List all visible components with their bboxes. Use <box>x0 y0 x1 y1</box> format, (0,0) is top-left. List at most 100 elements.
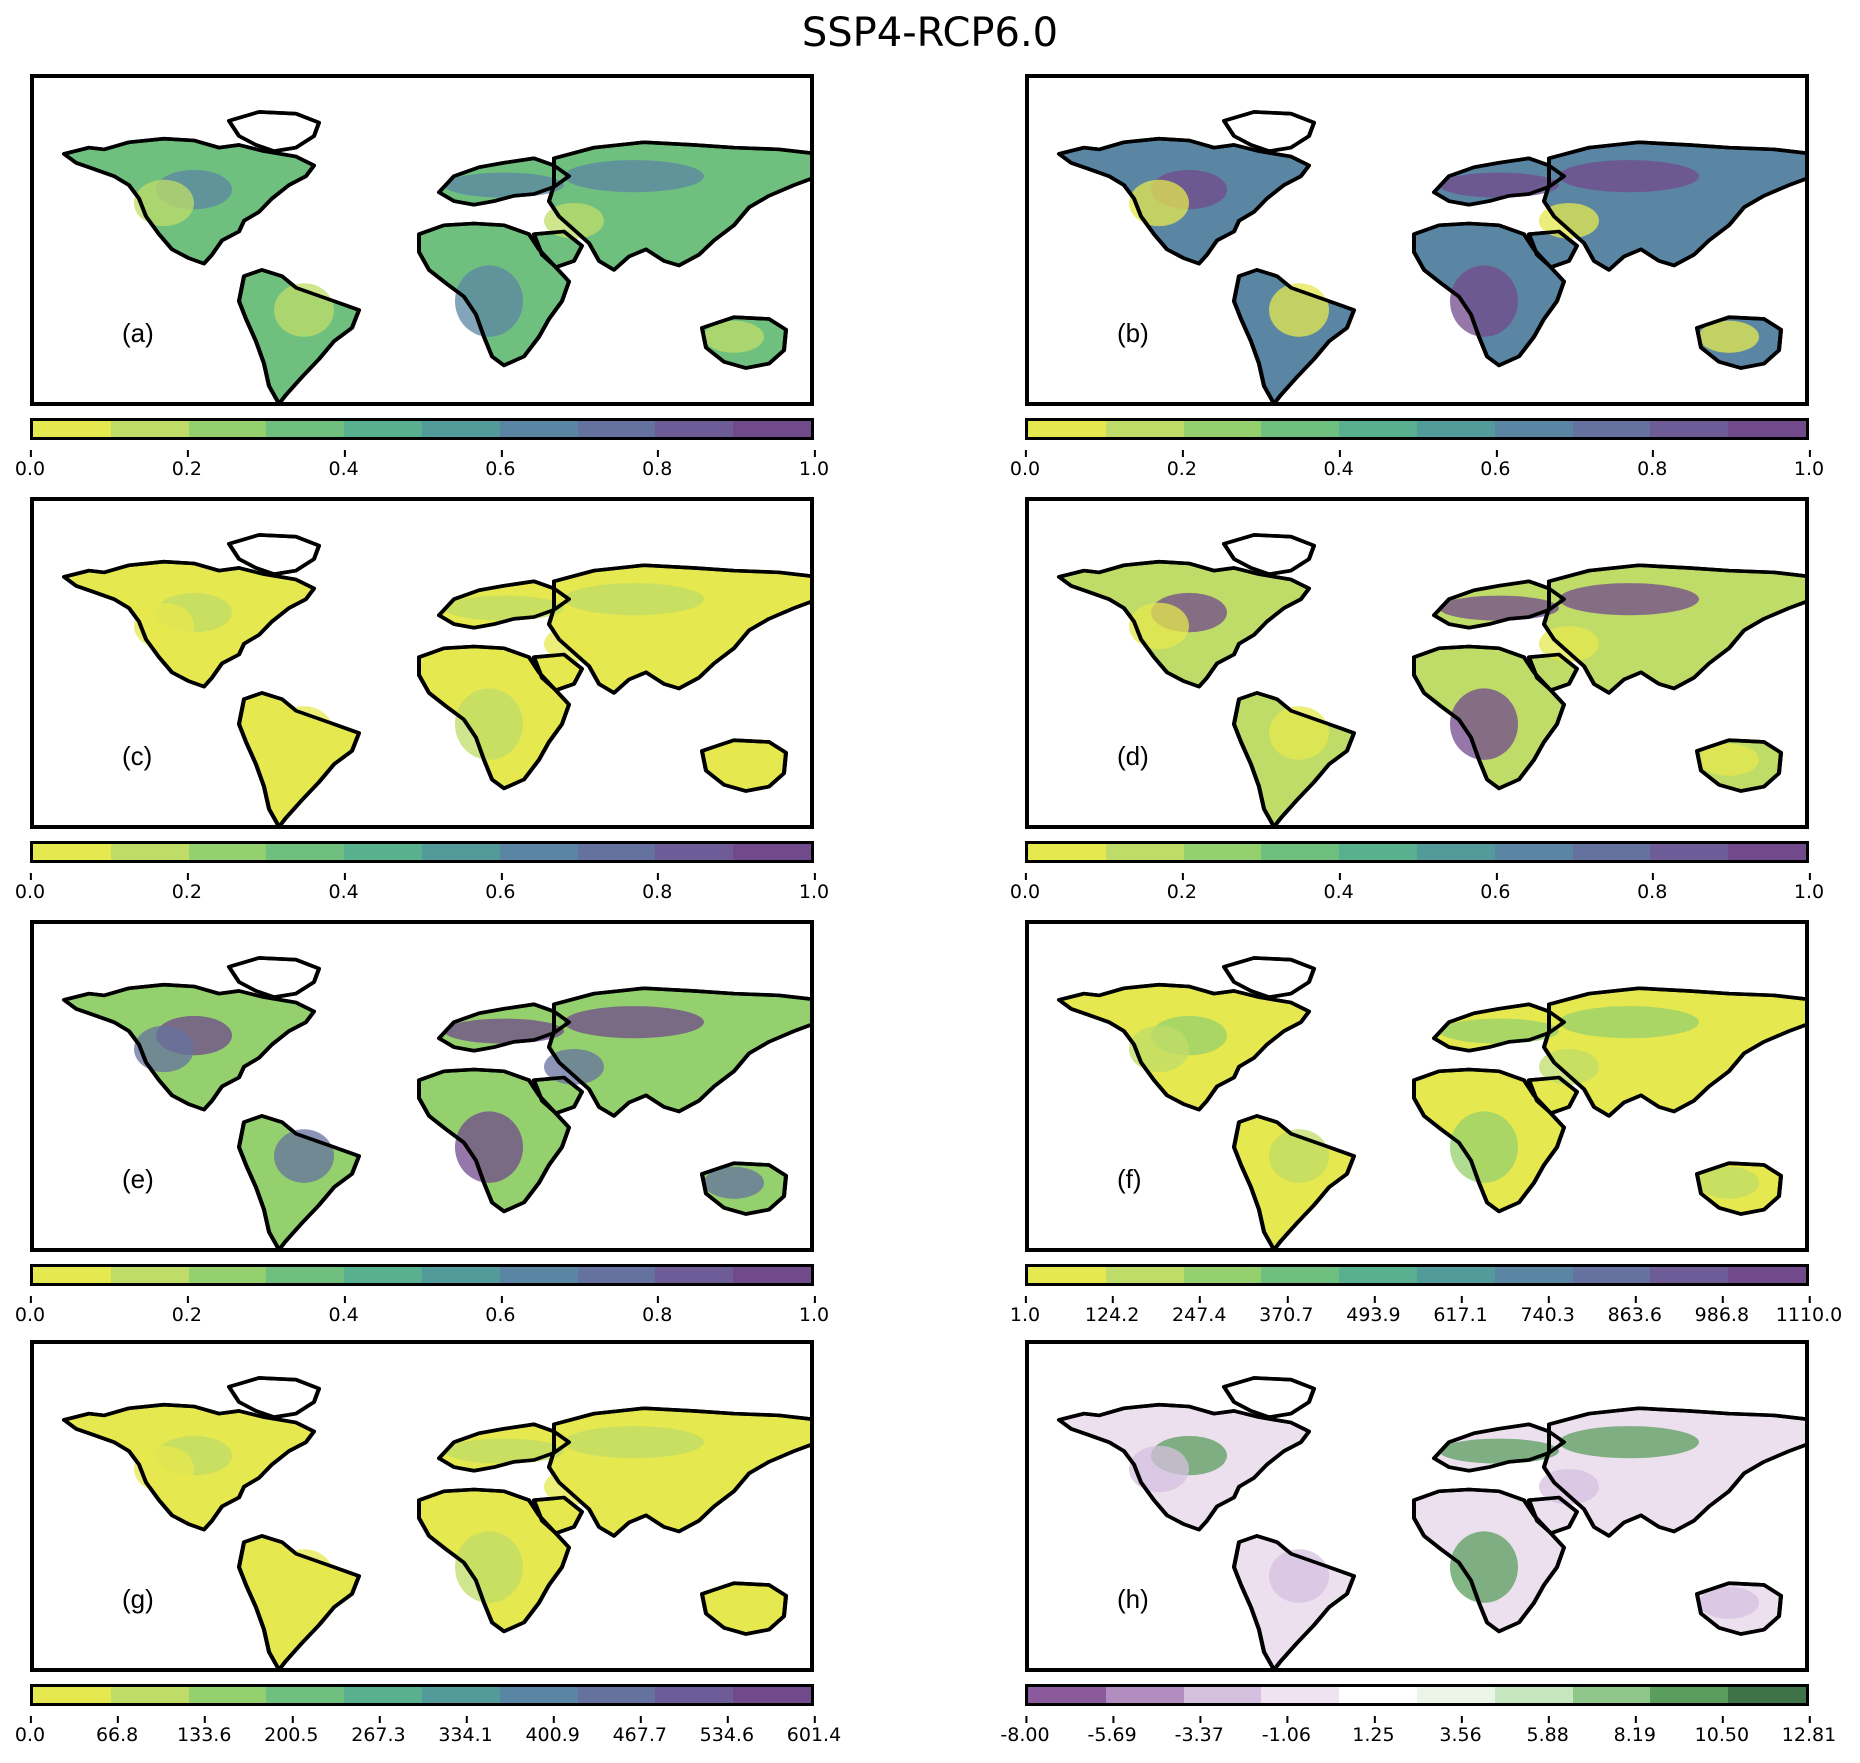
colorbar-segment <box>188 844 267 860</box>
colorbar-segment <box>110 844 189 860</box>
colorbar-segment <box>344 421 422 437</box>
data-patch <box>544 625 604 662</box>
data-patch <box>1129 602 1189 650</box>
data-patch <box>1439 595 1559 621</box>
tick-label: 400.9 <box>525 1716 580 1746</box>
colorbar-segment <box>1650 844 1729 860</box>
coastline-asia <box>547 986 810 1118</box>
data-patch <box>1450 688 1518 760</box>
coastline-greenland <box>227 533 321 576</box>
coastline-africa <box>417 1067 571 1214</box>
coastline-europe <box>1432 156 1566 207</box>
tick-label: -3.37 <box>1174 1716 1224 1746</box>
colorbar-segment <box>344 1267 422 1283</box>
tick-label: 493.9 <box>1346 1296 1401 1326</box>
colorbar-segment <box>344 1687 422 1703</box>
tick-label: 0.4 <box>1323 873 1354 903</box>
panel-label: (b) <box>1117 318 1149 348</box>
colorbar-segment <box>1728 844 1806 860</box>
data-patch <box>1559 1426 1699 1459</box>
coastline-europe <box>437 156 571 207</box>
coastline-northAmerica <box>62 982 316 1112</box>
colorbar-segment <box>1572 421 1651 437</box>
data-patch <box>1559 160 1699 193</box>
colorbar-a <box>30 418 814 440</box>
colorbar-segment <box>188 1687 267 1703</box>
coastline-australia <box>1695 315 1783 370</box>
tick-label: 0.8 <box>642 1296 673 1326</box>
tick-label: 1.0 <box>1793 873 1825 903</box>
coastline-australia <box>700 738 788 793</box>
coastline-asia <box>547 563 810 695</box>
tick-label: 267.3 <box>351 1716 406 1746</box>
tick-label: 10.50 <box>1694 1716 1750 1746</box>
data-patch <box>564 583 704 616</box>
data-patch <box>544 202 604 239</box>
coastline-northAmerica <box>1057 559 1311 689</box>
tick-label: 0.4 <box>328 450 359 480</box>
colorbar-segment <box>655 1687 734 1703</box>
coastline-arabia <box>532 229 584 269</box>
map-panel-a: (a) <box>30 74 814 406</box>
data-patch <box>1439 1438 1559 1464</box>
panel-label: (c) <box>122 741 153 771</box>
map-panel-g: (g) <box>30 1340 814 1672</box>
coastline-southAmerica <box>1232 1114 1356 1248</box>
coastline-asia <box>547 1406 810 1538</box>
coastline-northAmerica <box>1057 136 1311 266</box>
coastline-africa <box>417 1487 571 1634</box>
colorbar-segment <box>1572 844 1651 860</box>
panel-label: (d) <box>1117 741 1149 771</box>
colorbar-segment <box>1105 421 1184 437</box>
coastline-southAmerica <box>237 1114 361 1248</box>
colorbar-segment <box>1028 1267 1106 1283</box>
data-patch <box>1699 1586 1759 1619</box>
data-patch <box>1699 1166 1759 1199</box>
colorbar-segment <box>33 421 111 437</box>
data-patch <box>134 602 194 650</box>
colorbar-segment <box>110 1687 189 1703</box>
coastline-africa <box>417 221 571 368</box>
data-patch <box>564 1006 704 1039</box>
colorbar-g <box>30 1684 814 1706</box>
tick-label: 0.6 <box>1480 873 1511 903</box>
coastline-europe <box>1432 1422 1566 1473</box>
tick-label: 1110.0 <box>1775 1296 1843 1326</box>
tick-label: 0.8 <box>1637 873 1668 903</box>
coastline-arabia <box>532 652 584 692</box>
colorbar-segment <box>1261 1267 1340 1283</box>
colorbar-segment <box>577 1687 656 1703</box>
data-patch <box>1450 265 1518 337</box>
tick-label: 0.4 <box>328 873 359 903</box>
tick-label: 0.0 <box>14 1716 46 1746</box>
data-patch <box>1129 179 1189 227</box>
coastline-southAmerica <box>1232 1534 1356 1668</box>
tick-label: 0.4 <box>1323 450 1354 480</box>
coastline-northAmerica <box>1057 1402 1311 1532</box>
world-map-e <box>62 956 810 1248</box>
colorbar-segment <box>421 844 500 860</box>
colorbar-f <box>1025 1264 1809 1286</box>
colorbar-segment <box>1572 1687 1651 1703</box>
colorbar-ticks-b: 0.0 0.2 0.4 0.6 0.8 1.0 <box>1010 450 1824 488</box>
data-patch <box>1129 1025 1189 1073</box>
data-patch <box>1559 583 1699 616</box>
coastline-australia <box>1695 1581 1783 1636</box>
colorbar-segment <box>1728 421 1806 437</box>
tick-label: 740.3 <box>1520 1296 1575 1326</box>
tick-label: 1.25 <box>1352 1716 1395 1746</box>
coastline-greenland <box>1222 1376 1316 1419</box>
coastline-australia <box>1695 738 1783 793</box>
colorbar-segment <box>33 844 111 860</box>
tick-label: 1.0 <box>1793 450 1825 480</box>
coastline-arabia <box>1527 229 1579 269</box>
data-patch <box>544 1468 604 1505</box>
colorbar-segment <box>499 421 578 437</box>
map-panel-b: (b) <box>1025 74 1809 406</box>
data-patch <box>1699 743 1759 776</box>
map-panel-f: (f) <box>1025 920 1809 1252</box>
colorbar-segment <box>1028 421 1106 437</box>
tick-label: 133.6 <box>177 1716 232 1746</box>
coastline-europe <box>1432 579 1566 630</box>
colorbar-segment <box>266 1267 345 1283</box>
